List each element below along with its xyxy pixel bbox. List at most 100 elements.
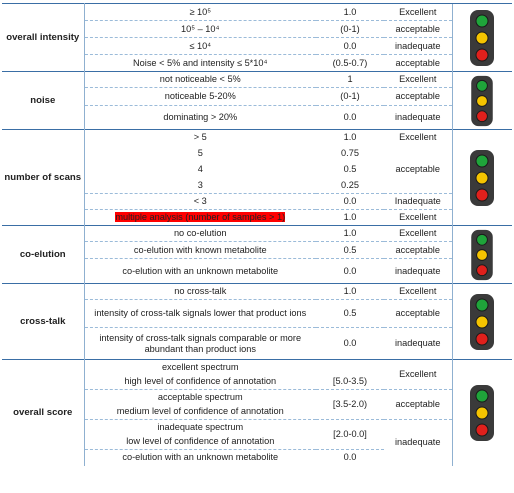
value-cell: 0.75 (341, 148, 359, 158)
criterion-cell-highlighted: multiple analysis (number of samples > 1… (84, 209, 316, 226)
table-row: overall intensity ≥ 10⁵ 1.0 Excellent (2, 3, 512, 72)
value-cell: [5.0-3.5) (316, 359, 384, 390)
value-cell: 0.0 (316, 258, 384, 284)
category-co-elution: co-elution (2, 225, 85, 284)
traffic-light-cell (451, 225, 512, 284)
criterion-cell: no co-elution (84, 225, 316, 242)
value-cell: 0.0 (316, 193, 384, 210)
value-cell: 1.0 (316, 209, 384, 226)
criterion-line: medium level of confidence of annotation (116, 406, 284, 416)
criterion-cell: intensity of cross-talk signals lower th… (84, 299, 316, 328)
value-cell: 0.25 (341, 179, 359, 190)
criterion-cell: not noticeable < 5% (84, 71, 316, 88)
table-row: acceptable spectrum medium level of conf… (2, 389, 512, 420)
criterion-cell: inadequate spectrum low level of confide… (84, 419, 316, 450)
grade-cell: acceptable (384, 54, 452, 72)
criterion-cell: intensity of cross-talk signals comparab… (84, 327, 316, 360)
value-cell: 1.0 (316, 3, 384, 21)
value-cell: (0-1) (316, 20, 384, 38)
criterion-cell: 10⁵ – 10⁴ (84, 20, 316, 38)
value-text: [5.0-3.5) (332, 376, 368, 386)
traffic-light-icon (470, 9, 495, 66)
table-row: number of scans > 5 1.0 Excellent (2, 129, 512, 226)
value-cell: [2.0-0.0] (316, 419, 384, 450)
grade-cell: Excellent (384, 3, 452, 21)
category-number-of-scans: number of scans (2, 129, 85, 226)
grade-cell: acceptable (384, 87, 452, 106)
criterion-cell: excellent spectrum high level of confide… (84, 359, 316, 390)
value-cell: 0.0 (316, 449, 384, 466)
table-row: intensity of cross-talk signals comparab… (2, 327, 512, 360)
table-row: ≤ 10⁴ 0.0 inadequate (2, 37, 512, 55)
grade-cell: Excellent (384, 283, 452, 300)
criterion-cell: ≤ 10⁴ (84, 37, 316, 55)
criterion-cell: < 3 (84, 193, 316, 210)
table-row: Noise < 5% and intensity ≤ 5*10⁴ (0.5-0.… (2, 54, 512, 72)
grade-cell: acceptable (395, 163, 440, 174)
criterion-cell: Noise < 5% and intensity ≤ 5*10⁴ (84, 54, 316, 72)
value-cell: (0-1) (316, 87, 384, 106)
criterion-line: high level of confidence of annotation (124, 376, 277, 386)
grade-cell: inadequate (384, 327, 452, 360)
criterion-line: excellent spectrum (161, 362, 239, 372)
table-row: overall score excellent spectrum high le… (2, 359, 512, 466)
criterion-cell: > 5 (84, 129, 316, 146)
traffic-light-icon (470, 293, 495, 350)
grade-cell: Excellent (384, 359, 452, 390)
category-overall-intensity: overall intensity (2, 3, 85, 72)
grade-cell: acceptable (384, 20, 452, 38)
traffic-light-icon (471, 229, 494, 280)
traffic-light-icon (471, 75, 494, 126)
highlight-marker: multiple analysis (number of samples > 1… (115, 212, 286, 222)
criterion-cell: 3 (197, 179, 203, 190)
table-row: multiple analysis (number of samples > 1… (2, 209, 512, 226)
table-row: 10⁵ – 10⁴ (0-1) acceptable (2, 20, 512, 38)
table-row: cross-talk no cross-talk 1.0 Excellent (2, 283, 512, 360)
traffic-light-icon (470, 149, 495, 206)
grade-cell: Excellent (384, 209, 452, 226)
traffic-light-cell (451, 129, 512, 226)
value-cell: (0.5-0.7) (316, 54, 384, 72)
criterion-line: inadequate spectrum (157, 422, 244, 432)
criterion-cell: 4 (197, 164, 203, 174)
criterion-cell: noticeable 5-20% (84, 87, 316, 106)
grade-cell: Excellent (384, 129, 452, 146)
value-cell: 0.5 (343, 164, 357, 174)
table-row: noticeable 5-20% (0-1) acceptable (2, 87, 512, 106)
traffic-light-cell (451, 283, 512, 360)
traffic-light-cell (451, 3, 512, 72)
criterion-cell: co-elution with an unknown metabolite (84, 258, 316, 284)
value-cell: 1.0 (316, 225, 384, 242)
grade-cell: acceptable (384, 299, 452, 328)
grade-cell: acceptable (384, 389, 452, 420)
category-noise: noise (2, 71, 85, 130)
table-row: 4 0.5 (2, 162, 512, 178)
grade-cell: inadequate (384, 258, 452, 284)
grade-cell: acceptable (384, 241, 452, 259)
value-cell: 0.0 (316, 105, 384, 130)
criterion-cell: dominating > 20% (84, 105, 316, 130)
value-cell: [3.5-2.0) (316, 389, 384, 420)
grade-cell: Inadequate (384, 193, 452, 210)
grade-cell: inadequate (384, 105, 452, 130)
traffic-light-cell (451, 71, 512, 130)
value-cell: 0.0 (316, 327, 384, 360)
table-row: noise not noticeable < 5% 1 Excellent (2, 71, 512, 130)
value-cell: 0.0 (316, 37, 384, 55)
table-row: co-elution with an unknown metabolite 0.… (2, 449, 512, 466)
table-row: inadequate spectrum low level of confide… (2, 419, 512, 466)
criterion-cell: acceptable spectrum medium level of conf… (84, 389, 316, 420)
table-row: 5 0.75 acceptable (2, 146, 512, 174)
table-row: dominating > 20% 0.0 inadequate (2, 105, 512, 130)
traffic-light-icon (470, 384, 495, 441)
category-cross-talk: cross-talk (2, 283, 85, 360)
criterion-cell: 5 (197, 148, 203, 158)
grade-cell: inadequate (384, 419, 452, 466)
value-cell: 0.5 (316, 299, 384, 328)
value-cell: 1 (316, 71, 384, 88)
criterion-line: low level of confidence of annotation (126, 436, 275, 446)
criterion-cell: no cross-talk (84, 283, 316, 300)
table-row: 3 0.25 (2, 178, 512, 194)
table-row: co-elution with known metabolite 0.5 acc… (2, 241, 512, 259)
